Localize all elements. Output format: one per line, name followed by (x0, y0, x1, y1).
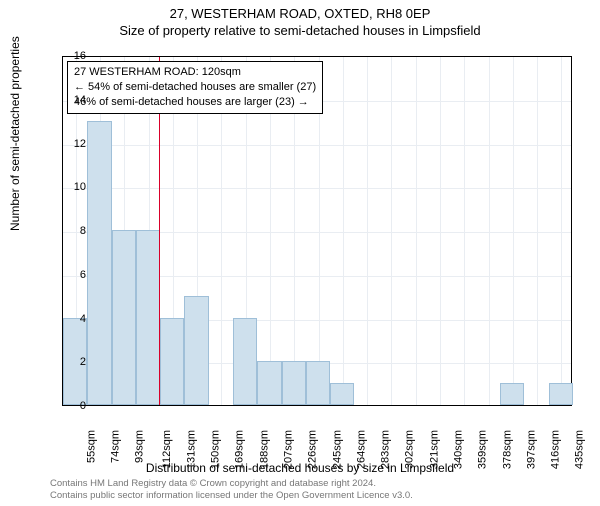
ytick-label: 8 (56, 225, 86, 237)
xtick-label: 302sqm (404, 430, 416, 469)
histogram-bar (136, 230, 160, 405)
caption-line1: Contains HM Land Registry data © Crown c… (50, 478, 413, 490)
xtick-label: 55sqm (85, 430, 97, 463)
histogram-bar (306, 361, 330, 405)
histogram-bar (549, 383, 573, 405)
xtick-label: 245sqm (331, 430, 343, 469)
xtick-label: 131sqm (185, 430, 197, 469)
ytick-label: 2 (56, 356, 86, 368)
xtick-label: 359sqm (477, 430, 489, 469)
gridline-v (537, 57, 538, 405)
gridline-v (464, 57, 465, 405)
histogram-bar (160, 318, 184, 406)
xtick-label: 378sqm (501, 430, 513, 469)
ytick-label: 12 (56, 138, 86, 150)
info-line2: ← 54% of semi-detached houses are smalle… (74, 80, 316, 95)
xtick-label: 207sqm (283, 430, 295, 469)
xtick-label: 150sqm (210, 430, 222, 469)
xtick-label: 188sqm (258, 430, 270, 469)
caption: Contains HM Land Registry data © Crown c… (50, 478, 413, 502)
histogram-bar (184, 296, 208, 405)
histogram-bar (87, 121, 111, 405)
xtick-label: 397sqm (525, 430, 537, 469)
gridline-v (489, 57, 490, 405)
xtick-label: 226sqm (307, 430, 319, 469)
gridline-v (343, 57, 344, 405)
histogram-bar (500, 383, 524, 405)
caption-line2: Contains public sector information licen… (50, 490, 413, 502)
info-line1: 27 WESTERHAM ROAD: 120sqm (74, 65, 316, 80)
histogram-bar (112, 230, 136, 405)
gridline-v (440, 57, 441, 405)
gridline-v (416, 57, 417, 405)
ytick-label: 0 (56, 400, 86, 412)
gridline-h (63, 145, 571, 146)
info-box: 27 WESTERHAM ROAD: 120sqm← 54% of semi-d… (67, 61, 323, 114)
histogram-bar (233, 318, 257, 406)
xtick-label: 340sqm (453, 430, 465, 469)
ytick-label: 14 (56, 94, 86, 106)
xtick-label: 283sqm (380, 430, 392, 469)
chart-area: 27 WESTERHAM ROAD: 120sqm← 54% of semi-d… (62, 56, 572, 406)
histogram-bar (330, 383, 354, 405)
ytick-label: 4 (56, 313, 86, 325)
ytick-label: 10 (56, 181, 86, 193)
gridline-v (367, 57, 368, 405)
ytick-label: 6 (56, 269, 86, 281)
xtick-label: 112sqm (161, 430, 173, 468)
histogram-bar (257, 361, 281, 405)
xtick-label: 169sqm (234, 430, 246, 469)
gridline-v (513, 57, 514, 405)
xtick-label: 264sqm (355, 430, 367, 469)
xtick-label: 321sqm (428, 430, 440, 469)
gridline-h (63, 188, 571, 189)
histogram-bar (282, 361, 306, 405)
ytick-label: 16 (56, 50, 86, 62)
xtick-label: 435sqm (574, 430, 586, 469)
title-sub: Size of property relative to semi-detach… (0, 23, 600, 38)
gridline-v (391, 57, 392, 405)
info-line3: 46% of semi-detached houses are larger (… (74, 95, 316, 110)
xtick-label: 416sqm (550, 430, 562, 469)
plot-region: 27 WESTERHAM ROAD: 120sqm← 54% of semi-d… (62, 56, 572, 406)
gridline-v (561, 57, 562, 405)
xtick-label: 74sqm (110, 430, 122, 463)
y-axis-label: Number of semi-detached properties (8, 36, 22, 231)
xtick-label: 93sqm (134, 430, 146, 463)
title-main: 27, WESTERHAM ROAD, OXTED, RH8 0EP (0, 6, 600, 21)
